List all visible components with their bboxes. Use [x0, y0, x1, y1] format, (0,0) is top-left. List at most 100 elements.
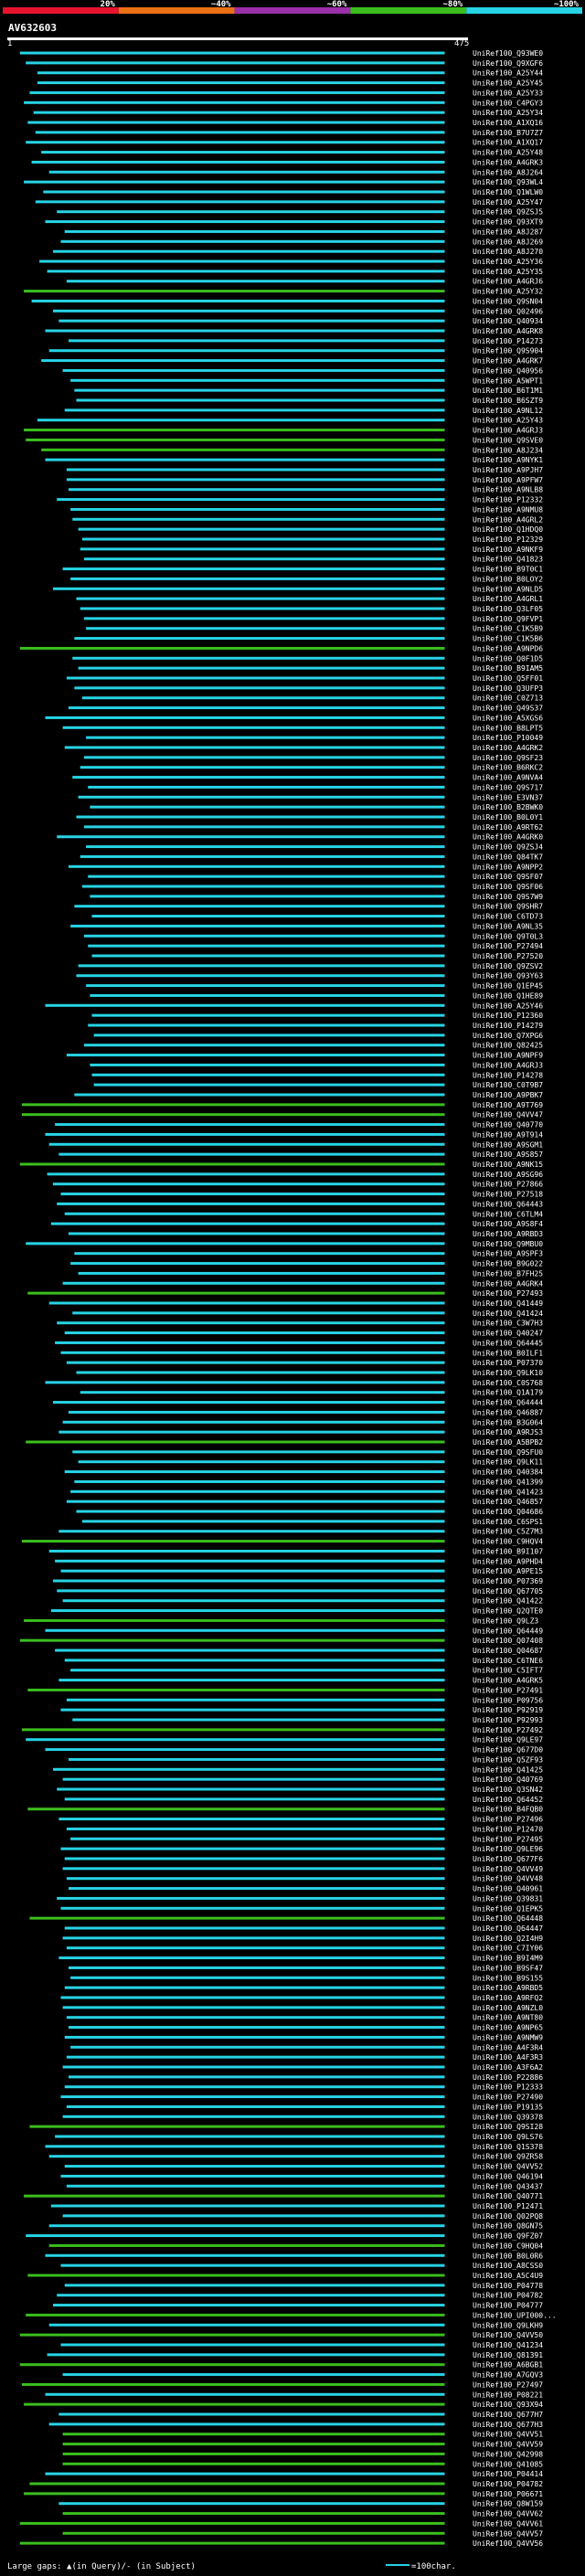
hit-label[interactable]: UniRef100_P04782 — [473, 2292, 543, 2300]
hit-bar[interactable] — [55, 2135, 445, 2138]
hit-bar[interactable] — [88, 1023, 445, 1027]
hit-label[interactable]: UniRef100_B9I4M9 — [473, 1955, 543, 1963]
hit-bar[interactable] — [45, 1003, 445, 1007]
hit-label[interactable]: UniRef100_A8J234 — [473, 446, 543, 454]
hit-bar[interactable] — [64, 1926, 445, 1930]
hit-bar[interactable] — [70, 1489, 445, 1493]
hit-bar[interactable] — [48, 170, 445, 174]
hit-bar[interactable] — [88, 785, 445, 789]
hit-label[interactable]: UniRef100_A6BGB1 — [473, 2361, 543, 2369]
hit-bar[interactable] — [21, 1113, 445, 1117]
hit-bar[interactable] — [62, 567, 445, 571]
hit-bar[interactable] — [78, 1460, 445, 1464]
hit-label[interactable]: UniRef100_B7FH25 — [473, 1269, 543, 1277]
hit-bar[interactable] — [84, 825, 445, 829]
hit-bar[interactable] — [26, 141, 445, 144]
hit-bar[interactable] — [91, 1013, 445, 1017]
hit-label[interactable]: UniRef100_Q677H3 — [473, 2421, 543, 2429]
hit-bar[interactable] — [66, 2016, 445, 2019]
hit-bar[interactable] — [66, 2055, 445, 2059]
hit-bar[interactable] — [45, 2253, 445, 2257]
hit-bar[interactable] — [62, 2443, 445, 2446]
hit-label[interactable]: UniRef100_Q2I4H9 — [473, 1935, 543, 1943]
hit-label[interactable]: UniRef100_A9NL35 — [473, 922, 543, 930]
hit-label[interactable]: UniRef100_P12471 — [473, 2202, 543, 2210]
hit-bar[interactable] — [19, 2363, 445, 2367]
hit-label[interactable]: UniRef100_Q93X94 — [473, 2401, 543, 2409]
hit-bar[interactable] — [66, 1877, 445, 1881]
hit-bar[interactable] — [64, 2284, 445, 2287]
hit-bar[interactable] — [21, 1540, 445, 1543]
hit-label[interactable]: UniRef100_P19135 — [473, 2103, 543, 2111]
hit-bar[interactable] — [48, 1549, 445, 1553]
hit-label[interactable]: UniRef100_A4GRL1 — [473, 595, 543, 603]
hit-label[interactable]: UniRef100_A9NLD5 — [473, 585, 543, 593]
hit-label[interactable]: UniRef100_Q41823 — [473, 556, 543, 564]
hit-label[interactable]: UniRef100_Q82425 — [473, 1042, 543, 1050]
hit-bar[interactable] — [24, 2492, 445, 2496]
hit-label[interactable]: UniRef100_P04782 — [473, 2480, 543, 2488]
hit-bar[interactable] — [84, 756, 445, 759]
hit-bar[interactable] — [37, 71, 445, 75]
hit-label[interactable]: UniRef100_C0Z713 — [473, 694, 543, 703]
hit-label[interactable]: UniRef100_Q677D0 — [473, 1746, 543, 1754]
hit-bar[interactable] — [86, 845, 445, 849]
hit-bar[interactable] — [19, 1638, 445, 1642]
hit-bar[interactable] — [91, 954, 445, 958]
hit-label[interactable]: UniRef100_Q02PQ8 — [473, 2212, 543, 2221]
hit-bar[interactable] — [64, 229, 445, 233]
hit-label[interactable]: UniRef100_Q9SFU0 — [473, 1448, 543, 1457]
hit-label[interactable]: UniRef100_A4F3R4 — [473, 2043, 543, 2051]
hit-label[interactable]: UniRef100_A9NPP2 — [473, 863, 543, 871]
hit-label[interactable]: UniRef100_A25Y47 — [473, 198, 543, 207]
hit-bar[interactable] — [66, 2184, 445, 2188]
hit-label[interactable]: UniRef100_A9RT62 — [473, 823, 543, 832]
hit-label[interactable]: UniRef100_Q39831 — [473, 1894, 543, 1903]
hit-label[interactable]: UniRef100_B8LPT5 — [473, 724, 543, 732]
hit-label[interactable]: UniRef100_P27520 — [473, 952, 543, 960]
hit-bar[interactable] — [26, 438, 445, 441]
hit-bar[interactable] — [90, 895, 445, 898]
hit-bar[interactable] — [39, 260, 445, 263]
hit-label[interactable]: UniRef100_A9SPF3 — [473, 1250, 543, 1258]
hit-label[interactable]: UniRef100_C0S768 — [473, 1379, 543, 1387]
hit-bar[interactable] — [70, 1669, 445, 1672]
hit-bar[interactable] — [29, 1916, 445, 1920]
hit-bar[interactable] — [48, 2323, 445, 2327]
hit-bar[interactable] — [60, 2263, 445, 2267]
hit-label[interactable]: UniRef100_Q1EPK5 — [473, 1904, 543, 1913]
hit-bar[interactable] — [52, 1182, 445, 1186]
hit-bar[interactable] — [84, 617, 445, 620]
hit-bar[interactable] — [68, 864, 445, 868]
hit-label[interactable]: UniRef100_P04414 — [473, 2470, 543, 2478]
hit-label[interactable]: UniRef100_B0L0R6 — [473, 2252, 543, 2260]
hit-bar[interactable] — [62, 1599, 445, 1603]
hit-label[interactable]: UniRef100_A5C4U9 — [473, 2272, 543, 2280]
hit-label[interactable]: UniRef100_Q3UFP3 — [473, 684, 543, 693]
hit-bar[interactable] — [60, 1996, 445, 1999]
hit-bar[interactable] — [57, 210, 445, 214]
hit-bar[interactable] — [64, 1797, 445, 1801]
hit-label[interactable]: UniRef100_P14279 — [473, 1022, 543, 1030]
hit-bar[interactable] — [52, 1401, 445, 1405]
hit-bar[interactable] — [66, 1500, 445, 1503]
hit-bar[interactable] — [26, 2313, 445, 2316]
hit-label[interactable]: UniRef100_A4GRK8 — [473, 327, 543, 335]
hit-label[interactable]: UniRef100_Q9S904 — [473, 347, 543, 355]
hit-bar[interactable] — [52, 1579, 445, 1583]
hit-bar[interactable] — [66, 1698, 445, 1701]
hit-label[interactable]: UniRef100_Q1HDQ0 — [473, 525, 543, 534]
hit-label[interactable]: UniRef100_Q64445 — [473, 1339, 543, 1347]
hit-label[interactable]: UniRef100_E3VN37 — [473, 793, 543, 801]
hit-label[interactable]: UniRef100_A4GRK0 — [473, 833, 543, 842]
hit-bar[interactable] — [62, 2373, 445, 2377]
hit-label[interactable]: UniRef100_A25Y36 — [473, 258, 543, 266]
hit-bar[interactable] — [64, 2035, 445, 2039]
hit-label[interactable]: UniRef100_A25Y43 — [473, 417, 543, 425]
hit-bar[interactable] — [58, 1430, 445, 1434]
hit-bar[interactable] — [68, 1966, 445, 1969]
hit-bar[interactable] — [76, 597, 445, 600]
hit-label[interactable]: UniRef100_Q64448 — [473, 1914, 543, 1923]
hit-bar[interactable] — [37, 81, 445, 85]
hit-bar[interactable] — [60, 2095, 445, 2099]
